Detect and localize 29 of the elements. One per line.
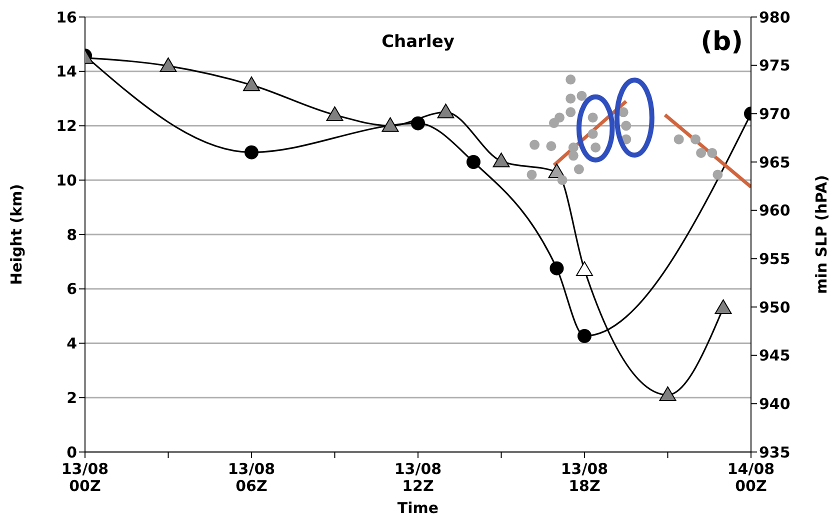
y2-tick-label: 975 xyxy=(759,56,790,75)
y-tick-label: 4 xyxy=(66,334,77,353)
y-axis-title: Height (km) xyxy=(7,184,26,285)
y2-axis-title: min SLP (hPA) xyxy=(812,175,830,294)
annotation: (b) xyxy=(700,27,743,57)
y-tick-label: 16 xyxy=(56,8,77,26)
y-tick-label: 10 xyxy=(56,171,77,190)
y-tick-label: 12 xyxy=(56,117,77,136)
y2-tick-label: 970 xyxy=(759,104,790,123)
y2-tick-label: 950 xyxy=(759,298,790,316)
y2-tick-label: 940 xyxy=(759,394,790,413)
y-tick-label: 0 xyxy=(66,443,77,462)
y2-tick-label: 960 xyxy=(759,202,790,220)
y-tick-label: 14 xyxy=(56,62,77,81)
y-tick-label: 2 xyxy=(66,388,77,407)
x-tick-label: 13/08 00Z xyxy=(61,460,109,495)
y2-tick-label: 935 xyxy=(759,443,790,462)
y2-tick-label: 965 xyxy=(759,153,790,172)
x-tick-label: 13/08 12Z xyxy=(394,460,442,495)
x-tick-label: 14/08 00Z xyxy=(727,460,775,495)
x-tick-label: 13/08 18Z xyxy=(560,460,608,495)
y2-tick-label: 980 xyxy=(759,8,790,26)
x-tick-label: 13/08 06Z xyxy=(228,460,276,495)
text: Charley xyxy=(382,32,454,52)
y-tick-label: 8 xyxy=(66,226,77,244)
x-axis-title: Time xyxy=(397,499,439,517)
y2-tick-label: 945 xyxy=(759,346,790,365)
y-tick-label: 6 xyxy=(66,280,77,298)
y2-tick-label: 955 xyxy=(759,250,790,268)
